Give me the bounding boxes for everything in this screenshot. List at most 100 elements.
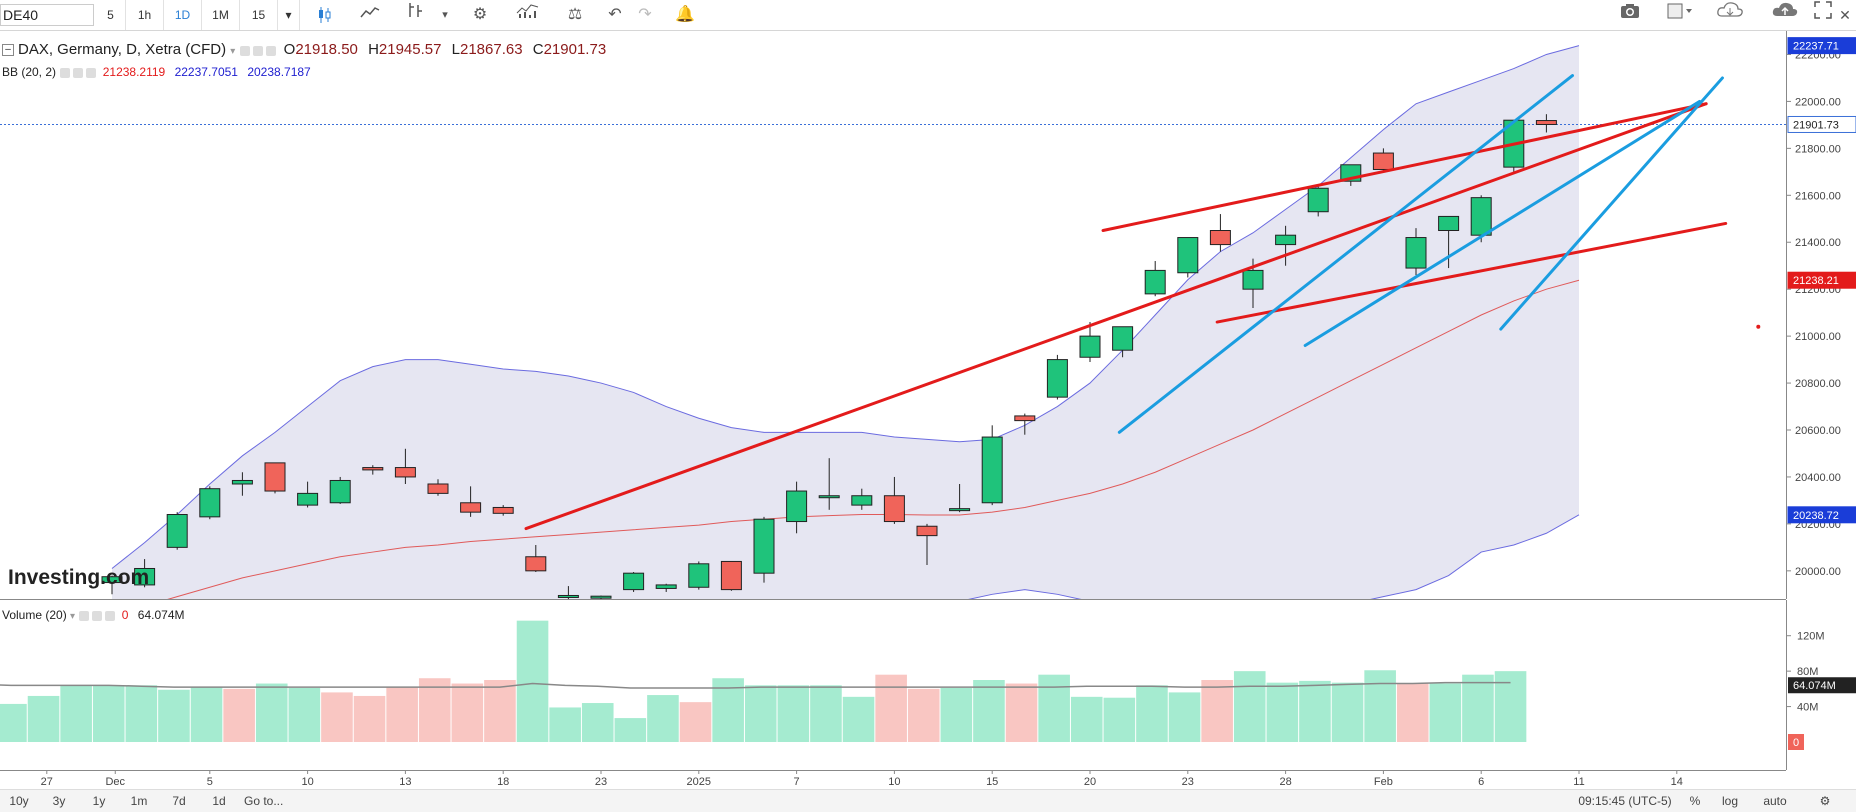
price-tag-label-bb_lower: 20238.72: [1793, 510, 1839, 522]
alert-icon[interactable]: 🔔: [675, 6, 695, 23]
expand-icon[interactable]: [1810, 0, 1835, 30]
range-10y[interactable]: 10y: [9, 794, 29, 808]
volume-bar: [1070, 696, 1103, 742]
settings-icon[interactable]: ⚙: [472, 6, 488, 23]
candle-down: [1535, 120, 1557, 125]
price-tag-bb_mid: [1787, 271, 1856, 289]
cloud-download-icon[interactable]: [1710, 0, 1750, 30]
volume-bar: [353, 695, 386, 742]
interval-dropdown[interactable]: ▾: [278, 0, 300, 30]
candle-down: [1014, 415, 1036, 422]
price-tag-bb_upper: [1787, 37, 1856, 55]
candles-icon[interactable]: [305, 0, 345, 30]
price-tick-label: 21800.00: [1795, 143, 1841, 155]
interval-1h[interactable]: 1h: [126, 0, 164, 30]
price-tick-label: 21000.00: [1795, 331, 1841, 343]
candle-up: [231, 479, 253, 485]
camera-icon[interactable]: [1610, 0, 1650, 30]
range-1y[interactable]: 1y: [92, 794, 106, 808]
time-axis[interactable]: 27 Dec 5 10 13 18 23 2025 7 10 15 20 23 28 Feb 6 11 14: [0, 770, 1786, 789]
volume-bar: [1168, 692, 1201, 742]
chevron-down-icon[interactable]: ▾: [442, 9, 448, 21]
legend-icons[interactable]: [59, 67, 99, 79]
cloud-upload-icon[interactable]: [1765, 0, 1805, 30]
candle-up: [557, 594, 579, 598]
volume-bar: [1136, 685, 1168, 742]
volume-bar: [549, 707, 581, 742]
indicator-icon[interactable]: [395, 0, 435, 30]
candle-up: [199, 488, 221, 518]
volume-bar: [418, 678, 451, 742]
pane-divider[interactable]: [0, 599, 1786, 600]
price-chart: [0, 45, 1786, 736]
legend-low-label: L: [451, 41, 460, 58]
volume-bar: [744, 685, 777, 742]
time-tick-label: 18: [497, 776, 509, 788]
percent-toggle[interactable]: %: [1689, 794, 1701, 808]
legend-icons[interactable]: [239, 44, 279, 57]
red-trendline: [1101, 102, 1708, 233]
candle-up: [981, 436, 1003, 504]
bb-legend: BB (20, 2) 21238.2119 22237.7051 20238.7…: [2, 65, 311, 79]
bb-lower-value: 20238.7187: [247, 65, 311, 79]
volume-bar: [125, 685, 158, 742]
volume-axis[interactable]: 120M 80M 40M 64.074M 0: [1786, 600, 1856, 770]
candle-up: [818, 495, 840, 499]
candle-up: [851, 495, 873, 506]
volume-bar: [386, 687, 418, 742]
volume-pane[interactable]: Volume (20) ▾ 0 64.074M: [0, 600, 1786, 770]
blue-trendline: [1117, 74, 1574, 434]
legend-open-label: O: [283, 41, 296, 58]
gear-icon[interactable]: ⚙: [1819, 794, 1831, 808]
interval-1m[interactable]: 1M: [202, 0, 240, 30]
volume-bar: [1429, 683, 1462, 742]
price-axis[interactable]: 22200.00 22000.00 21800.00 21600.00 21400.00…: [1786, 31, 1856, 599]
range-7d[interactable]: 7d: [172, 794, 186, 808]
candle-down: [916, 525, 938, 537]
line-chart-icon[interactable]: [350, 0, 390, 30]
legend-icons[interactable]: [78, 610, 118, 622]
goto-button[interactable]: Go to...: [244, 794, 284, 808]
symbol-input[interactable]: DE40: [0, 4, 94, 26]
time-tick-label: 23: [595, 776, 607, 788]
volume-bar: [842, 696, 875, 742]
range-1d[interactable]: 1d: [212, 794, 226, 808]
volume-bar: [581, 703, 614, 742]
time-tick-label: 20: [1084, 776, 1096, 788]
balance-icon[interactable]: ⚖: [567, 6, 583, 23]
interval-15[interactable]: 15: [240, 0, 278, 30]
collapse-icon[interactable]: –: [2, 44, 14, 57]
volume-bar: [1364, 670, 1396, 742]
blue-trendline: [1303, 99, 1702, 348]
investing-logo: Investing.com: [8, 566, 150, 589]
price-tag-bb_lower: [1787, 506, 1856, 524]
range-3y[interactable]: 3y: [52, 794, 66, 808]
undo-icon[interactable]: ↶: [608, 6, 622, 23]
candle-up: [753, 518, 775, 574]
interval-5[interactable]: 5: [96, 0, 126, 30]
auto-toggle[interactable]: auto: [1763, 794, 1787, 808]
candle-down: [883, 495, 905, 523]
close-icon[interactable]: ✕: [1839, 7, 1851, 23]
candle-down: [720, 560, 742, 591]
fullscreen-icon[interactable]: [1660, 0, 1700, 30]
time-tick-label: 15: [986, 776, 998, 788]
redo-icon[interactable]: ↷: [638, 6, 652, 23]
candle-down: [525, 556, 547, 572]
chart-legend: – DAX, Germany, D, Xetra (CFD) ▾ O21918.5…: [2, 41, 606, 58]
log-toggle[interactable]: log: [1721, 794, 1738, 808]
chevron-down-icon[interactable]: ▾: [70, 611, 76, 622]
legend-close-label: C: [532, 41, 544, 58]
bars-icon[interactable]: [505, 0, 550, 30]
chevron-down-icon[interactable]: ▾: [230, 46, 236, 57]
price-pane[interactable]: – DAX, Germany, D, Xetra (CFD) ▾ O21918.5…: [0, 31, 1786, 736]
candle-down: [460, 502, 482, 513]
volume-tick-label: 40M: [1797, 702, 1818, 714]
time-tick-label: 10: [888, 776, 900, 788]
interval-1d[interactable]: 1D: [164, 0, 202, 30]
candle-up: [1307, 187, 1329, 213]
volume-bar: [1331, 682, 1364, 742]
volume-last-tag: [1788, 677, 1856, 694]
volume-zero-label: 0: [1793, 737, 1799, 749]
range-1m[interactable]: 1m: [130, 794, 148, 808]
